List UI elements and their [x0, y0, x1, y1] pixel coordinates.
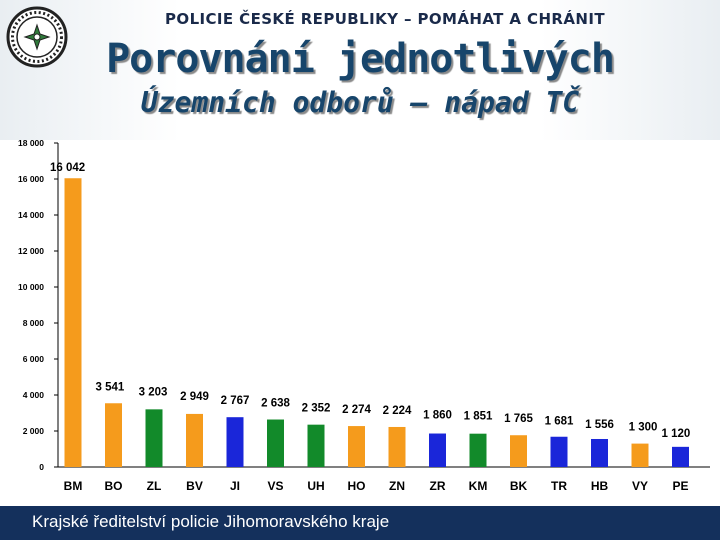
data-label: 1 556 [585, 419, 614, 431]
x-tick-label: ZN [389, 479, 405, 493]
bar [186, 413, 203, 467]
x-tick-label: ZR [430, 479, 446, 493]
x-tick-label: JI [230, 479, 240, 493]
bar [145, 409, 163, 467]
bar [672, 446, 689, 467]
page-title: Porovnání jednotlivých [106, 36, 615, 82]
data-label: 1 300 [629, 422, 658, 434]
y-tick-label: 2 000 [23, 426, 45, 436]
data-label: 3 541 [96, 381, 125, 393]
bar [631, 443, 649, 467]
data-label: 1 681 [545, 416, 574, 428]
bar [510, 435, 527, 467]
y-tick-label: 16 000 [18, 174, 44, 184]
bar [105, 403, 122, 467]
organization-name: POLICIE ČESKÉ REPUBLIKY – POMÁHAT A CHRÁ… [165, 10, 605, 28]
data-label: 3 203 [139, 386, 168, 398]
bar [388, 426, 406, 467]
data-label: 1 851 [464, 411, 493, 423]
y-tick-label: 4 000 [23, 390, 45, 400]
bar [267, 419, 284, 467]
bar [469, 433, 487, 467]
y-tick-label: 0 [39, 462, 44, 472]
x-tick-label: HB [591, 479, 609, 493]
x-tick-label: VY [632, 479, 648, 493]
data-label: 2 274 [342, 404, 371, 416]
y-tick-label: 10 000 [18, 282, 44, 292]
x-tick-label: UH [307, 479, 324, 493]
bar [64, 178, 82, 467]
y-tick-label: 14 000 [18, 210, 44, 220]
y-tick-label: 18 000 [18, 138, 44, 148]
bar [429, 433, 446, 467]
police-badge-icon [6, 6, 68, 68]
bar [226, 417, 244, 467]
data-label: 2 949 [180, 391, 209, 403]
x-tick-label: BM [64, 479, 83, 493]
data-label: 2 224 [383, 405, 412, 417]
data-label: 2 638 [261, 398, 290, 410]
page-subtitle: Územních odborů – nápad TČ [140, 86, 580, 119]
bar [348, 426, 365, 467]
data-label: 16 042 [50, 162, 85, 174]
bar [591, 438, 608, 467]
y-tick-label: 12 000 [18, 246, 44, 256]
x-tick-label: HO [348, 479, 366, 493]
y-tick-label: 6 000 [23, 354, 45, 364]
data-label: 2 767 [221, 395, 250, 407]
bar [307, 424, 325, 467]
x-tick-label: VS [267, 479, 283, 493]
x-tick-label: BV [186, 479, 203, 493]
bar-chart: 0 2 000 4 000 6 000 8 000 10 000 12 000 14 000 1… [18, 138, 710, 493]
x-tick-label: TR [551, 479, 567, 493]
data-label: 2 352 [302, 403, 331, 415]
y-tick-label: 8 000 [23, 318, 45, 328]
data-label: 1 860 [423, 410, 452, 422]
footer-text: Krajské ředitelství policie Jihomoravské… [32, 512, 390, 531]
x-tick-label: KM [469, 479, 488, 493]
data-label: 1 120 [662, 428, 691, 440]
footer-bar [0, 506, 720, 540]
x-tick-label: ZL [147, 479, 162, 493]
data-label: 1 765 [504, 413, 533, 425]
x-tick-label: PE [672, 479, 688, 493]
x-tick-label: BK [510, 479, 528, 493]
header-band [0, 0, 720, 140]
x-tick-label: BO [105, 479, 123, 493]
bar [550, 436, 568, 467]
